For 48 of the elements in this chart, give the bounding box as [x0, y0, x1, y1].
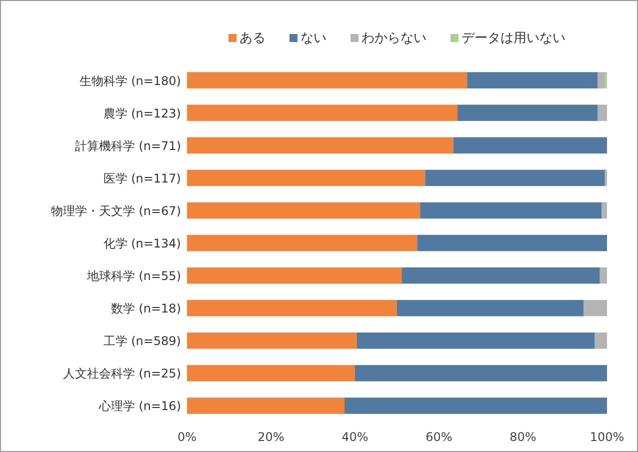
bar [425, 170, 605, 186]
bar [420, 202, 602, 219]
bar [187, 170, 426, 186]
x-tick-label: 60% [426, 430, 452, 444]
bar [187, 234, 418, 252]
legend-label: ない [300, 31, 326, 46]
y-tick-label: 計算機科学 (n=71) [74, 138, 181, 153]
legend-label: ある [240, 31, 266, 46]
y-tick-label: 地球科学 (n=55) [86, 269, 181, 284]
bar [598, 104, 607, 121]
bar [600, 267, 607, 284]
bar [187, 137, 454, 154]
x-tick-label: 100% [590, 430, 624, 444]
bar [594, 332, 607, 349]
bar [187, 365, 355, 382]
y-tick-label: 物理学・天文学 (n=67) [50, 204, 181, 218]
y-tick-label: 数学 (n=18) [110, 302, 181, 316]
bar [467, 72, 598, 88]
bar [417, 234, 607, 252]
bar [457, 104, 598, 121]
x-tick-label: 80% [510, 430, 536, 444]
bar [453, 137, 607, 154]
x-tick-label: 40% [342, 430, 368, 444]
bar [602, 202, 607, 219]
bar [187, 398, 344, 414]
bar [344, 398, 607, 414]
legend-label: データは用いない [462, 31, 566, 46]
x-tick-label: 20% [258, 430, 284, 444]
bar [187, 332, 357, 349]
y-tick-label: 心理学 (n=16) [98, 399, 181, 414]
y-tick-label: 生物科学 (n=180) [79, 74, 181, 88]
x-tick-label: 0% [177, 430, 197, 444]
bar [397, 300, 584, 316]
bar [402, 267, 600, 284]
bar [187, 72, 468, 88]
y-tick-label: 農学 (n=123) [103, 106, 181, 120]
bar [187, 202, 420, 219]
bar [356, 332, 595, 349]
bar [187, 267, 402, 284]
bar [583, 300, 607, 316]
legend-label: わからない [362, 31, 426, 46]
y-tick-label: 医学 (n=117) [103, 171, 181, 186]
y-tick-label: 工学 (n=589) [103, 334, 181, 348]
bar [187, 300, 397, 316]
y-tick-label: 人文社会科学 (n=25) [62, 366, 181, 381]
bar [355, 365, 607, 382]
bar [187, 104, 458, 121]
y-tick-label: 化学 (n=134) [103, 236, 181, 250]
